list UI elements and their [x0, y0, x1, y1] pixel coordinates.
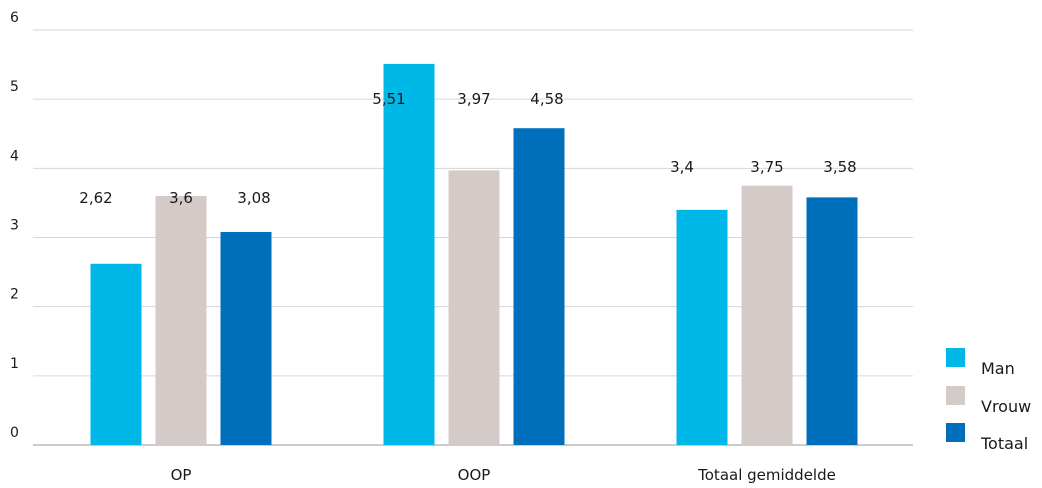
bar-totaal-totaal-gemiddelde: [806, 197, 858, 445]
y-tick-label: 0: [10, 425, 19, 441]
data-label: 3,58: [823, 158, 856, 176]
y-tick-label: 5: [10, 79, 19, 95]
data-labels: 2,62 3,6 3,08 5,51 3,97 4,58 3,4 3,75 3,58: [79, 90, 856, 207]
x-category-label: OOP: [458, 466, 491, 484]
data-label: 3,75: [750, 158, 783, 176]
legend-label-man: Man: [981, 359, 1015, 378]
bar-totaal-op: [220, 231, 272, 445]
y-tick-label: 2: [10, 287, 19, 303]
y-tick-label: 3: [10, 218, 19, 234]
y-tick-label: 4: [10, 148, 19, 164]
y-tick-label: 6: [10, 10, 19, 26]
bar-totaal-oop: [513, 128, 565, 445]
legend: Man Vrouw Totaal: [946, 348, 1031, 453]
bar-man-oop: [383, 63, 435, 446]
y-tick-label: 1: [10, 356, 19, 372]
legend-swatch-vrouw: [946, 386, 965, 405]
bar-vrouw-oop: [448, 170, 500, 446]
y-axis-ticks: 0 1 2 3 4 5 6: [10, 10, 19, 441]
data-label: 5,51: [372, 90, 405, 108]
data-label: 3,6: [169, 189, 193, 207]
x-axis-labels: OP OOP Totaal gemiddelde: [171, 466, 836, 484]
data-label: 3,97: [457, 90, 490, 108]
legend-label-totaal: Totaal: [980, 434, 1028, 453]
data-label: 2,62: [79, 189, 112, 207]
data-label: 3,08: [237, 189, 270, 207]
legend-label-vrouw: Vrouw: [981, 397, 1031, 416]
data-label: 3,4: [670, 158, 694, 176]
bars: [90, 63, 858, 446]
legend-swatch-totaal: [946, 423, 965, 442]
bar-vrouw-op: [155, 196, 207, 445]
bar-man-op: [90, 263, 142, 445]
x-category-label: OP: [171, 466, 192, 484]
legend-swatch-man: [946, 348, 965, 367]
data-label: 4,58: [530, 90, 563, 108]
x-category-label: Totaal gemiddelde: [697, 466, 836, 484]
bar-man-totaal-gemiddelde: [676, 209, 728, 445]
bar-vrouw-totaal-gemiddelde: [741, 185, 793, 445]
